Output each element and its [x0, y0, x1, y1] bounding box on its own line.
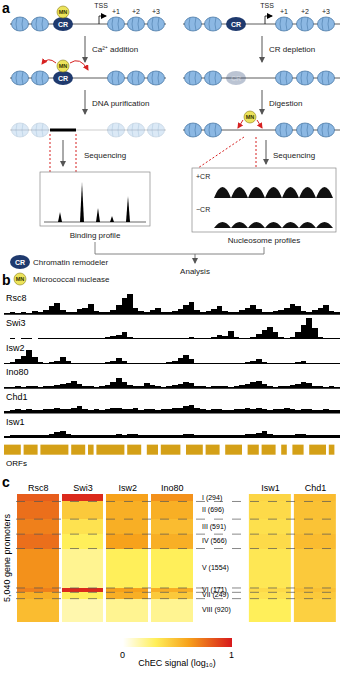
svg-text:0: 0 — [120, 650, 125, 660]
svg-text:MN: MN — [16, 276, 25, 282]
svg-text:ORFs: ORFs — [6, 459, 27, 468]
svg-text:1: 1 — [229, 650, 234, 660]
svg-text:III (591): III (591) — [202, 523, 226, 531]
svg-text:Rsc8: Rsc8 — [28, 483, 49, 493]
html-text:c: c — [2, 474, 10, 490]
svg-text:CR: CR — [231, 21, 241, 28]
svg-text:+1: +1 — [280, 8, 288, 15]
svg-text:VIII (920): VIII (920) — [202, 606, 231, 614]
svg-text:Swi3: Swi3 — [6, 318, 26, 328]
svg-text:Isw1: Isw1 — [6, 417, 25, 427]
svg-text:Ino80: Ino80 — [6, 367, 29, 377]
svg-text:Sequencing: Sequencing — [84, 151, 126, 160]
svg-text:Ino80: Ino80 — [161, 483, 184, 493]
svg-text:MN: MN — [59, 63, 68, 69]
svg-text:TSS: TSS — [94, 2, 108, 9]
svg-text:Isw1: Isw1 — [261, 483, 280, 493]
svg-text:−CR: −CR — [196, 206, 210, 213]
svg-text:Analysis: Analysis — [180, 267, 210, 276]
svg-text:5,040 gene promoters: 5,040 gene promoters — [2, 513, 12, 602]
svg-text:+2: +2 — [301, 8, 309, 15]
svg-text:CR: CR — [58, 75, 68, 82]
svg-text:Chromatin remodeler: Chromatin remodeler — [33, 258, 108, 267]
svg-text:Swi3: Swi3 — [73, 483, 93, 493]
svg-text:Micrococcal nuclease: Micrococcal nuclease — [33, 275, 110, 284]
svg-text:+3: +3 — [322, 8, 330, 15]
svg-text:VI (171): VI (171) — [202, 586, 227, 594]
svg-text:Rsc8: Rsc8 — [6, 293, 27, 303]
svg-text:CR: CR — [15, 259, 25, 266]
svg-text:Digestion: Digestion — [269, 99, 302, 108]
svg-text:Nucleosome profiles: Nucleosome profiles — [228, 236, 300, 245]
svg-text:Binding profile: Binding profile — [70, 231, 121, 240]
svg-text:CR: CR — [231, 75, 241, 82]
svg-text:Isw2: Isw2 — [6, 343, 25, 353]
svg-text:+2: +2 — [132, 8, 140, 15]
svg-text:V (1554): V (1554) — [202, 564, 229, 572]
svg-text:Isw2: Isw2 — [118, 483, 137, 493]
svg-text:MN: MN — [246, 114, 255, 120]
svg-text:TSS: TSS — [260, 2, 274, 9]
svg-text:CR depletion: CR depletion — [269, 45, 315, 54]
svg-text:CR: CR — [58, 21, 68, 28]
svg-text:DNA purification: DNA purification — [92, 99, 149, 108]
html-text:a: a — [2, 0, 10, 16]
svg-text:II (696): II (696) — [202, 506, 224, 514]
svg-text:+CR: +CR — [196, 173, 210, 180]
svg-text:Sequencing: Sequencing — [273, 151, 315, 160]
svg-text:+3: +3 — [152, 8, 160, 15]
svg-text:VII (249): VII (249) — [202, 591, 229, 599]
svg-text:Chd1: Chd1 — [305, 483, 327, 493]
svg-text:Ca²⁺ addition: Ca²⁺ addition — [92, 45, 138, 54]
svg-text:I (294): I (294) — [202, 494, 222, 502]
svg-text:ChEC signal (log₁₀): ChEC signal (log₁₀) — [138, 658, 215, 668]
svg-text:+1: +1 — [112, 8, 120, 15]
svg-text:IV (566): IV (566) — [202, 537, 227, 545]
html-text:b: b — [2, 272, 11, 288]
svg-text:MN: MN — [59, 9, 68, 15]
svg-text:Chd1: Chd1 — [6, 392, 28, 402]
